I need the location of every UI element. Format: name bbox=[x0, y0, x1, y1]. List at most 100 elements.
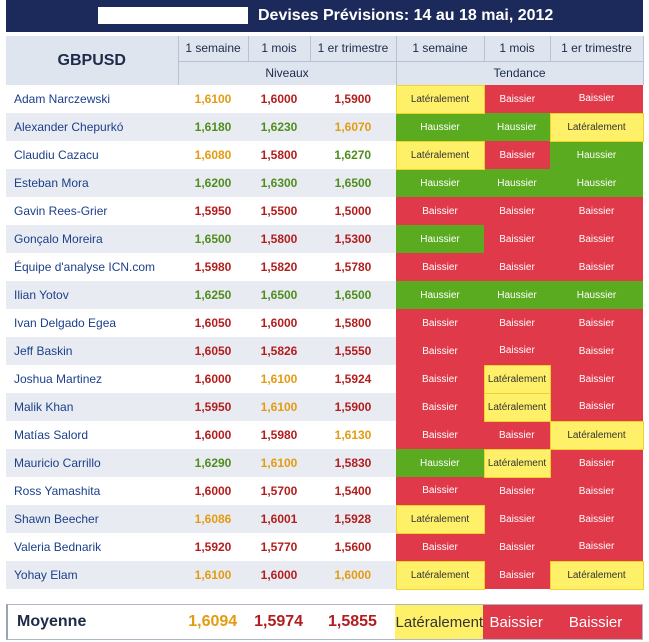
analyst-name: Claudiu Cazacu bbox=[6, 141, 178, 169]
table-row: Claudiu Cazacu 1,6080 1,5800 1,6270 Latérale… bbox=[6, 140, 643, 170]
trend-1q: Baissier bbox=[550, 533, 643, 561]
level-1m: 1,6300 bbox=[248, 169, 310, 197]
level-1m: 1,5980 bbox=[248, 421, 310, 449]
table-row: Ross Yamashita 1,6000 1,5700 1,5400 Baissier… bbox=[6, 477, 643, 505]
trend-1m: Latéralement bbox=[483, 364, 551, 394]
table-row: Adam Narczewski 1,6100 1,6000 1,5900 Latéral… bbox=[6, 84, 643, 114]
level-1w: 1,6250 bbox=[178, 281, 248, 309]
level-1q: 1,5928 bbox=[310, 505, 396, 533]
table-row: Yohay Elam 1,6100 1,6000 1,6000 Latéralement… bbox=[6, 560, 644, 590]
average-label: Moyenne bbox=[17, 613, 87, 630]
trend-col-2-header: 1 mois bbox=[484, 36, 551, 61]
level-1m: 1,6000 bbox=[248, 85, 310, 113]
trend-1q: Haussier bbox=[550, 141, 643, 169]
trend-1w: Haussier bbox=[396, 113, 484, 141]
trend-col-1-header: 1 semaine bbox=[396, 36, 485, 61]
trend-1q: Haussier bbox=[550, 281, 643, 309]
trend-1q: Baissier bbox=[550, 393, 643, 421]
level-1w: 1,5950 bbox=[178, 197, 248, 225]
trend-1m: Baissier bbox=[484, 337, 550, 365]
level-1m: 1,6000 bbox=[248, 561, 310, 589]
analyst-name: Alexander Chepurkó bbox=[6, 113, 178, 141]
average-trend-1q: Baissier bbox=[549, 605, 642, 639]
level-1m: 1,5826 bbox=[248, 337, 310, 365]
trend-1w: Haussier bbox=[396, 225, 484, 253]
trend-1m: Baissier bbox=[484, 85, 550, 113]
level-1q: 1,6130 bbox=[310, 421, 396, 449]
table-row: Malik Khan 1,5950 1,6100 1,5900 Baissier Laté… bbox=[6, 392, 643, 422]
level-1q: 1,6270 bbox=[310, 141, 396, 169]
analyst-name: Jeff Baskin bbox=[6, 337, 178, 365]
trend-1w: Baissier bbox=[396, 477, 484, 505]
level-1w: 1,6086 bbox=[178, 505, 248, 533]
average-level-1q: 1,5855 bbox=[328, 613, 377, 630]
average-level-1w: 1,6094 bbox=[188, 613, 238, 630]
trend-1m: Baissier bbox=[484, 561, 550, 589]
trend-1w: Baissier bbox=[396, 533, 484, 561]
page-title: Devises Prévisions: 14 au 18 mai, 2012 bbox=[258, 7, 554, 24]
level-1w: 1,6290 bbox=[178, 449, 248, 477]
table-row: Mauricio Carrillo 1,6290 1,6100 1,5830 Hauss… bbox=[6, 448, 643, 478]
trend-1m: Latéralement bbox=[483, 448, 551, 478]
level-1w: 1,5950 bbox=[178, 393, 248, 421]
level-1m: 1,6000 bbox=[248, 309, 310, 337]
trend-1w: Latéralement bbox=[395, 504, 485, 534]
analyst-name: Yohay Elam bbox=[6, 561, 178, 589]
level-1q: 1,5900 bbox=[310, 85, 396, 113]
analyst-name: Esteban Mora bbox=[6, 169, 178, 197]
level-1q: 1,5300 bbox=[310, 225, 396, 253]
levels-col-1-header: 1 semaine bbox=[178, 36, 249, 61]
table-row: Joshua Martinez 1,6000 1,6100 1,5924 Baissie… bbox=[6, 364, 643, 394]
pair-title: GBPUSD bbox=[6, 36, 179, 85]
table-row: Ilian Yotov 1,6250 1,6500 1,6500 Haussier Hau… bbox=[6, 281, 643, 309]
trend-1m: Baissier bbox=[484, 197, 550, 225]
title-blank-box bbox=[98, 7, 248, 24]
level-1w: 1,6050 bbox=[178, 337, 248, 365]
level-1w: 1,6200 bbox=[178, 169, 248, 197]
trend-1q: Baissier bbox=[550, 449, 643, 477]
analyst-name: Malik Khan bbox=[6, 393, 178, 421]
trend-1q: Latéralement bbox=[549, 112, 644, 142]
trend-1m: Baissier bbox=[484, 505, 550, 533]
trend-col-3-header: 1 er trimestre bbox=[550, 36, 644, 61]
analyst-name: Ivan Delgado Egea bbox=[6, 309, 178, 337]
level-1m: 1,6500 bbox=[248, 281, 310, 309]
level-1q: 1,5924 bbox=[310, 365, 396, 393]
level-1q: 1,5000 bbox=[310, 197, 396, 225]
trend-1w: Latéralement bbox=[395, 140, 485, 170]
level-1q: 1,6500 bbox=[310, 281, 396, 309]
analyst-name: Équipe d'analyse ICN.com bbox=[6, 253, 178, 281]
levels-group-header: Niveaux bbox=[178, 60, 397, 85]
level-1m: 1,6100 bbox=[248, 365, 310, 393]
table-row: Esteban Mora 1,6200 1,6300 1,6500 Haussier Ha… bbox=[6, 169, 643, 197]
level-1m: 1,5800 bbox=[248, 141, 310, 169]
trend-group-header: Tendance bbox=[396, 60, 644, 85]
level-1m: 1,5500 bbox=[248, 197, 310, 225]
analyst-name: Adam Narczewski bbox=[6, 85, 178, 113]
trend-1w: Latéralement bbox=[395, 560, 485, 590]
analyst-name: Ilian Yotov bbox=[6, 281, 178, 309]
trend-1w: Haussier bbox=[396, 169, 484, 197]
level-1m: 1,6100 bbox=[248, 449, 310, 477]
level-1q: 1,5550 bbox=[310, 337, 396, 365]
analyst-name: Joshua Martinez bbox=[6, 365, 178, 393]
trend-1q: Baissier bbox=[550, 365, 643, 393]
level-1w: 1,5920 bbox=[178, 533, 248, 561]
level-1m: 1,5820 bbox=[248, 253, 310, 281]
table-row: Gavin Rees-Grier 1,5950 1,5500 1,5000 Baissi… bbox=[6, 197, 643, 225]
trend-1m: Haussier bbox=[484, 281, 550, 309]
trend-1m: Haussier bbox=[484, 169, 550, 197]
trend-1m: Baissier bbox=[484, 309, 550, 337]
trend-1w: Baissier bbox=[396, 197, 484, 225]
trend-1q: Baissier bbox=[550, 337, 643, 365]
levels-col-2-header: 1 mois bbox=[248, 36, 311, 61]
level-1q: 1,5830 bbox=[310, 449, 396, 477]
level-1q: 1,5780 bbox=[310, 253, 396, 281]
trend-1m: Baissier bbox=[484, 141, 550, 169]
table-row: Valeria Bednarik 1,5920 1,5770 1,5600 Baissi… bbox=[6, 533, 643, 561]
analyst-name: Shawn Beecher bbox=[6, 505, 178, 533]
trend-1m: Latéralement bbox=[483, 392, 551, 422]
trend-1q: Baissier bbox=[550, 309, 643, 337]
level-1m: 1,5770 bbox=[248, 533, 310, 561]
trend-1q: Baissier bbox=[550, 505, 643, 533]
